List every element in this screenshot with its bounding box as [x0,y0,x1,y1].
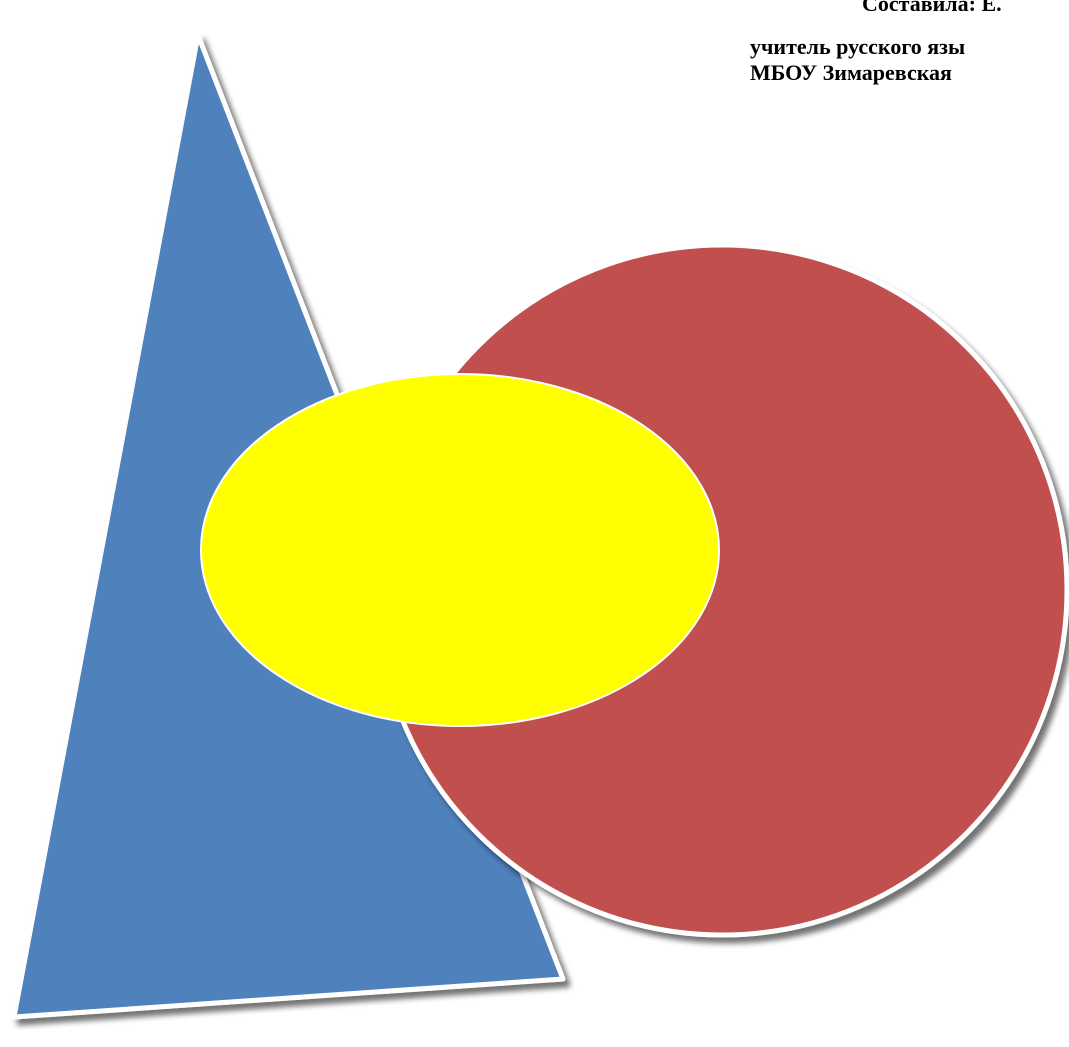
author-info: Составила: Е. учитель русского язы МБОУ … [0,0,1069,110]
author-school-line: МБОУ Зимаревская [750,60,952,85]
author-position-line: учитель русского язы [750,34,966,59]
yellow-ellipse-shape [200,373,720,727]
author-name-line: Составила: Е. [862,0,1002,16]
